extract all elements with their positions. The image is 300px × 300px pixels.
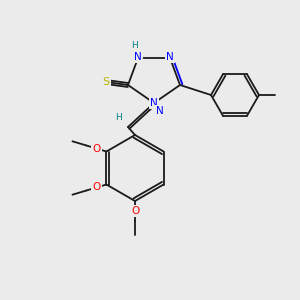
Text: H: H xyxy=(130,41,137,50)
Text: H: H xyxy=(115,113,122,122)
Text: N: N xyxy=(150,98,158,108)
Text: O: O xyxy=(92,143,101,154)
Text: N: N xyxy=(156,106,164,116)
Text: O: O xyxy=(92,182,101,193)
Text: O: O xyxy=(131,206,139,216)
Text: N: N xyxy=(134,52,142,62)
Text: S: S xyxy=(102,77,110,87)
Text: N: N xyxy=(166,52,174,62)
